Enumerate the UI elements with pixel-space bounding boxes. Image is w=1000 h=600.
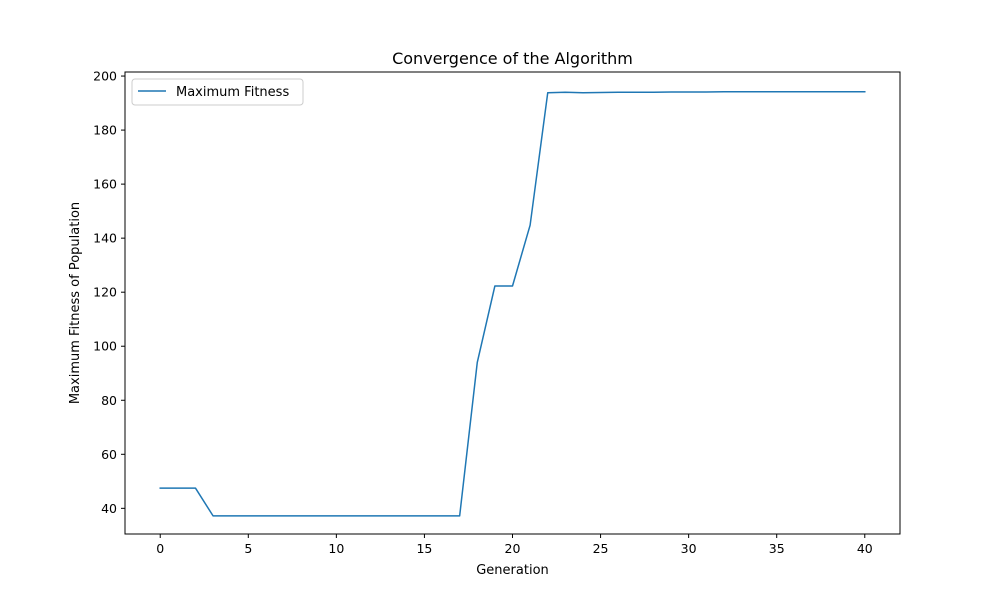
y-tick-label: 200 bbox=[93, 69, 117, 84]
series-layer bbox=[159, 90, 866, 517]
x-tick-label: 25 bbox=[593, 541, 609, 556]
x-tick-label: 15 bbox=[416, 541, 432, 556]
x-tick-label: 30 bbox=[681, 541, 697, 556]
x-axis-label: Generation bbox=[476, 563, 549, 578]
chart-title: Convergence of the Algorithm bbox=[392, 49, 633, 68]
legend: Maximum Fitness bbox=[131, 78, 304, 106]
legend-box bbox=[131, 78, 304, 106]
x-axis-ticks: 0 5 10 15 20 25 30 35 40 bbox=[156, 534, 873, 556]
x-tick-label: 10 bbox=[328, 541, 344, 556]
x-tick-label: 20 bbox=[505, 541, 521, 556]
series-line-maximum-fitness bbox=[159, 90, 866, 517]
y-tick-label: 100 bbox=[93, 339, 117, 354]
x-tick-label: 40 bbox=[857, 541, 873, 556]
y-tick-label: 140 bbox=[93, 231, 117, 246]
y-tick-label: 40 bbox=[101, 501, 117, 516]
x-tick-label: 0 bbox=[156, 541, 164, 556]
x-tick-label: 5 bbox=[244, 541, 252, 556]
y-axis-label: Maximum Fitness of Population bbox=[68, 202, 83, 404]
y-tick-label: 60 bbox=[101, 447, 117, 462]
y-tick-label: 80 bbox=[101, 393, 117, 408]
plot-frame bbox=[124, 71, 901, 535]
y-axis-ticks: 40 60 80 100 120 140 160 180 200 bbox=[93, 69, 125, 516]
x-tick-label: 35 bbox=[769, 541, 785, 556]
y-tick-label: 180 bbox=[93, 123, 117, 138]
legend-label-maximum-fitness: Maximum Fitness bbox=[176, 85, 289, 100]
y-tick-label: 120 bbox=[93, 285, 117, 300]
y-tick-label: 160 bbox=[93, 177, 117, 192]
